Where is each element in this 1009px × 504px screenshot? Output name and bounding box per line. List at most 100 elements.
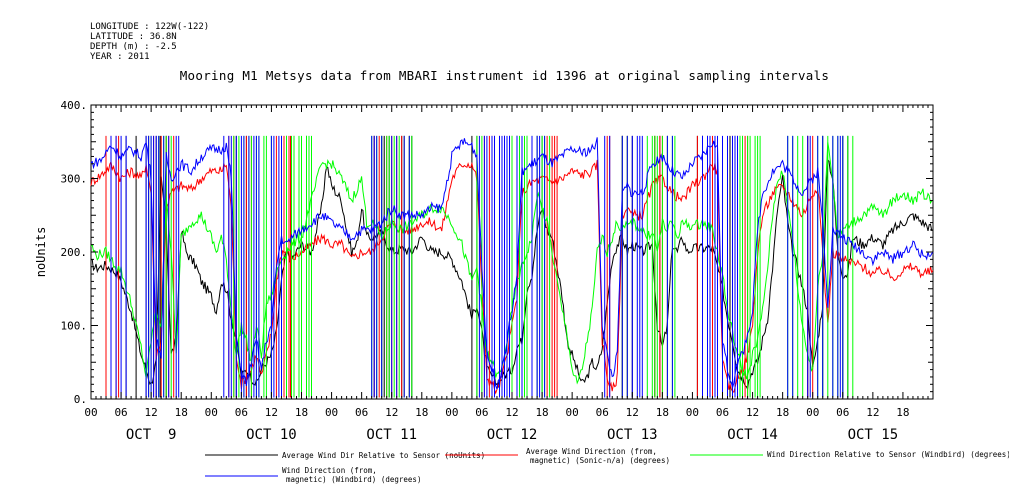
series-wrap-2	[511, 135, 518, 398]
x-hour-label: 06	[475, 406, 488, 419]
series-wrap-1	[403, 135, 410, 398]
longitude-label: LONGITUDE : 122W(-122)	[90, 22, 210, 32]
series-wrap-3	[478, 135, 485, 398]
legend-label-black: Average Wind Dir Relative to Sensor (noU…	[282, 451, 485, 460]
series-wrap-1	[283, 135, 290, 398]
series-wrap-3	[639, 135, 643, 398]
series-wrap-3	[240, 135, 245, 398]
x-day-label: OCT 12	[487, 427, 538, 443]
x-hour-label: 18	[175, 406, 188, 419]
series-wrap-3	[371, 135, 375, 398]
series-wrap-3	[110, 135, 117, 398]
legend-item-green: Wind Direction Relative to Sensor (Windb…	[690, 450, 1009, 459]
x-hour-label: 12	[505, 406, 518, 419]
series-wrap-3	[403, 135, 410, 398]
x-hour-label: 00	[445, 406, 458, 419]
x-hour-label: 00	[566, 406, 579, 419]
x-hour-label: 06	[716, 406, 729, 419]
x-hour-label: 12	[145, 406, 158, 419]
series-wrap-3	[376, 135, 383, 398]
x-hour-label: 06	[836, 406, 849, 419]
series-wrap-3	[155, 135, 160, 398]
legend: Average Wind Dir Relative to Sensor (noU…	[205, 447, 1009, 484]
year-label: YEAR : 2011	[90, 52, 150, 62]
series-wrap-3	[163, 135, 170, 398]
x-hour-label: 00	[205, 406, 218, 419]
x-hour-label: 12	[626, 406, 639, 419]
x-day-label: OCT 9	[126, 427, 177, 443]
series-wrap-3	[807, 135, 811, 398]
series-wrap-3	[839, 135, 844, 398]
series-wrap-3	[175, 135, 180, 398]
legend-label-blue-2: magnetic) (Windbird) (degrees)	[286, 475, 421, 484]
x-hour-label: 06	[235, 406, 248, 419]
series-wrap-3	[727, 135, 733, 398]
x-hour-label: 18	[776, 406, 789, 419]
legend-label-blue-1: Wind Direction (from,	[282, 466, 377, 475]
series-wrap-2	[646, 135, 653, 398]
axes-layer: 0. 100. 200. 300. 400. 00 06 12 18 00 06 12 18 00 06 12…	[61, 99, 934, 443]
x-hour-label: 06	[355, 406, 368, 419]
x-day-label: OCT 14	[727, 427, 778, 443]
series-wrap-2	[519, 135, 525, 398]
x-hour-label: 12	[385, 406, 398, 419]
series-wrap-3	[391, 135, 398, 398]
series-wrap-2	[757, 135, 761, 398]
x-hour-label: 00	[84, 406, 97, 419]
x-hour-label: 18	[535, 406, 548, 419]
series-wrap-1	[546, 135, 553, 398]
x-hour-label: 12	[746, 406, 759, 419]
series-wrap-2	[621, 135, 628, 398]
x-hour-label: 18	[295, 406, 308, 419]
series-wrap-0	[373, 135, 383, 398]
series-wrap-3	[832, 135, 839, 398]
series-wrap-3	[702, 135, 708, 398]
series-wrap-3	[817, 135, 824, 398]
x-day-label: OCT 10	[246, 427, 297, 443]
series-wrap-3	[539, 135, 546, 398]
x-day-label: OCT 11	[366, 427, 417, 443]
series-wrap-3	[621, 135, 628, 398]
series-wrap-3	[486, 135, 493, 398]
series-wrap-3	[604, 135, 611, 398]
x-hour-label: 18	[896, 406, 909, 419]
series-wrap-3	[501, 135, 505, 398]
series-wrap-3	[223, 135, 230, 398]
x-hour-label: 06	[596, 406, 609, 419]
series-layer	[90, 135, 934, 398]
series-wrap-3	[631, 135, 638, 398]
y-tick-label: 400.	[61, 99, 88, 112]
series-wrap-3	[120, 135, 127, 398]
x-hour-label: 00	[325, 406, 338, 419]
x-day-label: OCT 13	[607, 427, 658, 443]
series-wrap-2	[797, 135, 804, 398]
series-wrap-1	[621, 135, 628, 398]
series-wrap-3	[255, 135, 260, 398]
dataset-metadata: LONGITUDE : 122W(-122) LATITUDE : 36.8N …	[90, 22, 209, 62]
series-wrap-3	[717, 135, 723, 398]
series-wrap-3	[494, 135, 500, 398]
series-wrap-2	[293, 135, 300, 398]
series-wrap-3	[787, 135, 794, 398]
series-wrap-2	[749, 135, 756, 398]
legend-label-green: Wind Direction Relative to Sensor (Windb…	[767, 450, 1009, 459]
series-wrap-3	[666, 135, 673, 398]
series-wrap-2	[308, 135, 312, 398]
y-tick-label: 300.	[61, 173, 88, 186]
series-wrap-1	[661, 135, 668, 398]
series-wrap-1	[696, 135, 703, 398]
series-wrap-3	[531, 135, 538, 398]
legend-label-red-2: magnetic) (Sonic-n/a) (degrees)	[530, 456, 670, 465]
x-day-label: OCT 15	[848, 427, 899, 443]
latitude-label: LATITUDE : 36.8N	[90, 32, 177, 42]
series-wrap-3	[248, 135, 255, 398]
series-wrap-2	[654, 135, 658, 398]
series-wrap-3	[150, 135, 155, 398]
series-wrap-3	[278, 135, 282, 398]
series-wrap-0	[842, 135, 849, 398]
series-wrap-2	[388, 135, 395, 398]
series-wrap-3	[230, 135, 237, 398]
series-wrap-2	[526, 135, 533, 398]
series-wrap-3	[709, 135, 716, 398]
